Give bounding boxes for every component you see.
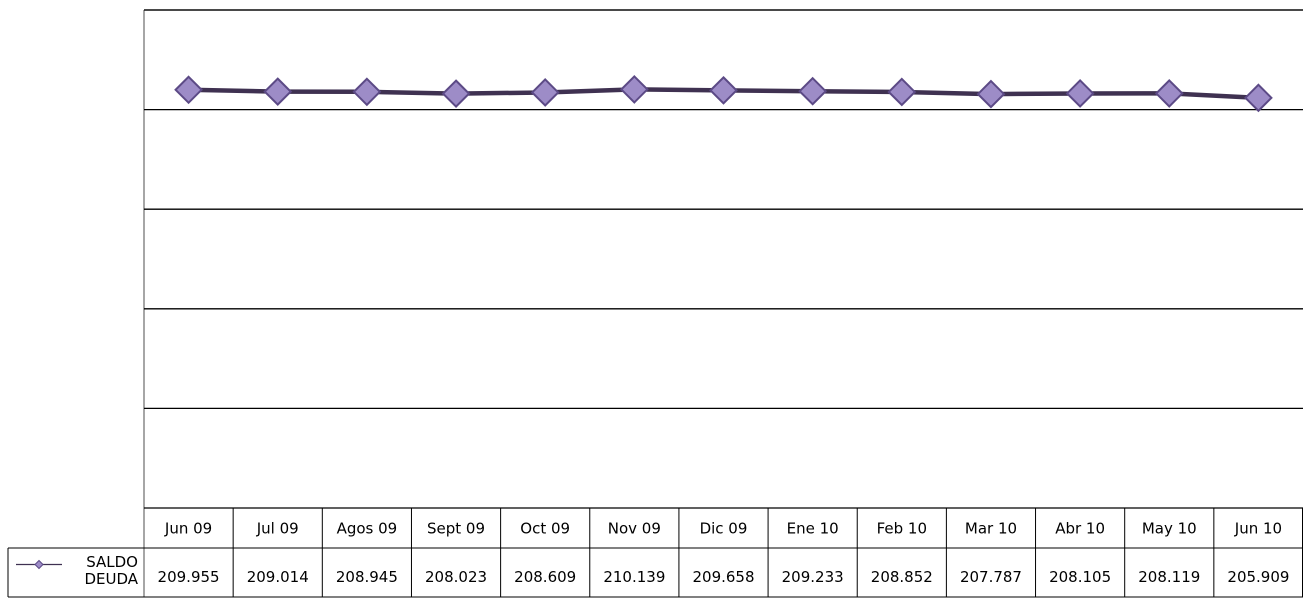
x-tick-label: Nov 09 [608, 520, 661, 538]
table-value: 209.955 [158, 568, 220, 586]
series [174, 74, 1273, 113]
table-value: 209.014 [247, 568, 309, 586]
x-tick-label: Dic 09 [700, 520, 748, 538]
marker [798, 76, 828, 106]
marker [530, 78, 560, 107]
x-tick-label: Jun 09 [164, 520, 212, 538]
marker [709, 75, 738, 105]
table-value: 205.909 [1227, 568, 1289, 586]
x-tick-label: Jul 09 [256, 520, 299, 538]
table-value: 208.119 [1138, 568, 1200, 586]
table-value: 208.023 [425, 568, 487, 586]
legend-label: SALDO DEUDA [84, 554, 138, 588]
marker [174, 75, 203, 105]
x-tick-label: Jun 10 [1234, 520, 1282, 538]
marker [619, 74, 649, 104]
marker [1244, 83, 1273, 113]
table-value: 208.105 [1049, 568, 1111, 586]
marker [1065, 79, 1095, 108]
table-value: 208.852 [871, 568, 933, 586]
table-value: 209.233 [782, 568, 844, 586]
table-value: 210.139 [603, 568, 665, 586]
x-tick-label: Abr 10 [1055, 520, 1105, 538]
table-value: 208.945 [336, 568, 398, 586]
x-tick-label: Oct 09 [520, 520, 570, 538]
legend-marker [34, 559, 44, 570]
marker [976, 79, 1006, 109]
x-tick-label: Sept 09 [427, 520, 485, 538]
grid [143, 9, 1303, 597]
table-value: 209.658 [692, 568, 754, 586]
marker [352, 77, 382, 107]
x-tick-label: Mar 10 [965, 520, 1017, 538]
marker [887, 77, 917, 107]
marker [1154, 79, 1184, 108]
x-tick-label: May 10 [1142, 520, 1197, 538]
x-tick-label: Feb 10 [877, 520, 927, 538]
marker [263, 77, 293, 107]
x-tick-label: Ene 10 [787, 520, 839, 538]
table-value: 208.609 [514, 568, 576, 586]
x-tick-label: Agos 09 [337, 520, 398, 538]
legend-box: SALDO DEUDA [84, 554, 138, 588]
data-table: Jun 09 Jul 09 Agos 09 Sept 09 Oct 09 Nov 09 Di… [7, 508, 1303, 598]
table-value: 207.787 [960, 568, 1022, 586]
marker [441, 79, 471, 109]
